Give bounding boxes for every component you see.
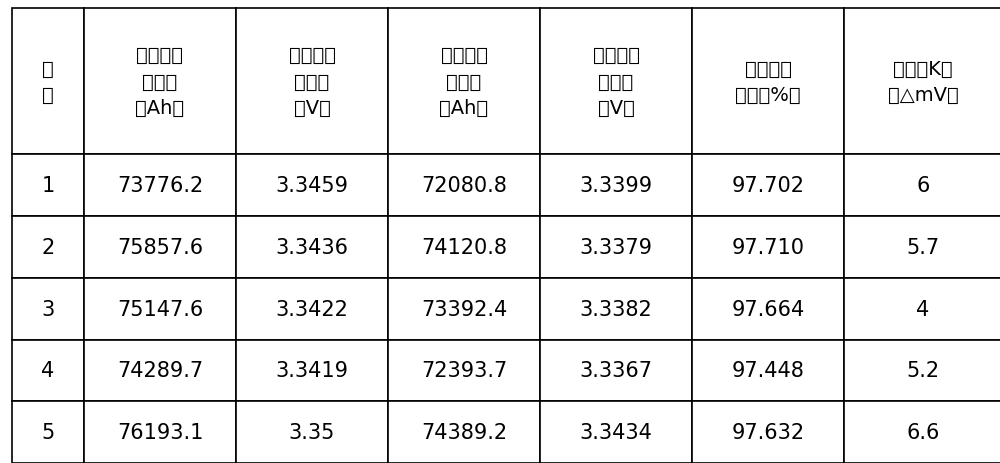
Bar: [236, 278, 388, 340]
Bar: [844, 401, 1000, 463]
Bar: [388, 340, 540, 401]
Text: 3.35: 3.35: [289, 422, 335, 442]
Text: 76193.1: 76193.1: [117, 422, 203, 442]
Bar: [388, 217, 540, 278]
Bar: [388, 9, 540, 155]
Bar: [84, 278, 236, 340]
Bar: [540, 278, 692, 340]
Bar: [84, 401, 236, 463]
Text: 3.3419: 3.3419: [276, 361, 349, 381]
Bar: [12, 9, 84, 155]
Text: 静置前电
池电压
（V）: 静置前电 池电压 （V）: [288, 46, 336, 118]
Text: 自放电K值
（△mV）: 自放电K值 （△mV）: [888, 59, 958, 105]
Bar: [236, 9, 388, 155]
Bar: [540, 155, 692, 217]
Text: 73392.4: 73392.4: [421, 299, 507, 319]
Text: 74120.8: 74120.8: [421, 238, 507, 257]
Text: 4: 4: [41, 361, 55, 381]
Bar: [236, 340, 388, 401]
Bar: [236, 401, 388, 463]
Bar: [540, 340, 692, 401]
Text: 3.3382: 3.3382: [580, 299, 652, 319]
Bar: [540, 401, 692, 463]
Text: 73776.2: 73776.2: [117, 176, 203, 196]
Bar: [692, 340, 844, 401]
Text: 3.3399: 3.3399: [579, 176, 653, 196]
Text: 3.3459: 3.3459: [276, 176, 349, 196]
Bar: [84, 9, 236, 155]
Bar: [12, 155, 84, 217]
Text: 6: 6: [916, 176, 930, 196]
Text: 静置后电
池容量
（Ah）: 静置后电 池容量 （Ah）: [439, 46, 489, 118]
Text: 97.448: 97.448: [732, 361, 804, 381]
Text: 5.2: 5.2: [906, 361, 940, 381]
Bar: [844, 155, 1000, 217]
Text: 静置前电
池容量
（Ah）: 静置前电 池容量 （Ah）: [135, 46, 185, 118]
Bar: [692, 217, 844, 278]
Text: 97.664: 97.664: [731, 299, 805, 319]
Text: 5.7: 5.7: [906, 238, 940, 257]
Text: 97.632: 97.632: [731, 422, 805, 442]
Text: 3.3367: 3.3367: [580, 361, 652, 381]
Bar: [236, 217, 388, 278]
Text: 97.710: 97.710: [732, 238, 804, 257]
Text: 3.3436: 3.3436: [276, 238, 349, 257]
Text: 75147.6: 75147.6: [117, 299, 203, 319]
Text: 4: 4: [916, 299, 930, 319]
Text: 74289.7: 74289.7: [117, 361, 203, 381]
Bar: [12, 217, 84, 278]
Text: 3.3434: 3.3434: [580, 422, 652, 442]
Bar: [388, 155, 540, 217]
Bar: [540, 217, 692, 278]
Bar: [844, 217, 1000, 278]
Bar: [692, 155, 844, 217]
Text: 72393.7: 72393.7: [421, 361, 507, 381]
Bar: [388, 401, 540, 463]
Bar: [692, 401, 844, 463]
Bar: [540, 9, 692, 155]
Bar: [236, 155, 388, 217]
Text: 2: 2: [41, 238, 55, 257]
Text: 5: 5: [41, 422, 55, 442]
Bar: [844, 278, 1000, 340]
Bar: [84, 155, 236, 217]
Bar: [12, 340, 84, 401]
Bar: [12, 278, 84, 340]
Bar: [84, 340, 236, 401]
Text: 1: 1: [41, 176, 55, 196]
Text: 静置后电
池电压
（V）: 静置后电 池电压 （V）: [592, 46, 640, 118]
Text: 6.6: 6.6: [906, 422, 940, 442]
Bar: [844, 340, 1000, 401]
Text: 序
号: 序 号: [42, 59, 54, 105]
Text: 74389.2: 74389.2: [421, 422, 507, 442]
Text: 自放电放
电率（%）: 自放电放 电率（%）: [735, 59, 801, 105]
Bar: [84, 217, 236, 278]
Bar: [844, 9, 1000, 155]
Text: 75857.6: 75857.6: [117, 238, 203, 257]
Text: 97.702: 97.702: [732, 176, 804, 196]
Bar: [692, 9, 844, 155]
Text: 3.3379: 3.3379: [580, 238, 652, 257]
Bar: [12, 401, 84, 463]
Bar: [692, 278, 844, 340]
Text: 3.3422: 3.3422: [276, 299, 348, 319]
Text: 3: 3: [41, 299, 55, 319]
Text: 72080.8: 72080.8: [421, 176, 507, 196]
Bar: [388, 278, 540, 340]
